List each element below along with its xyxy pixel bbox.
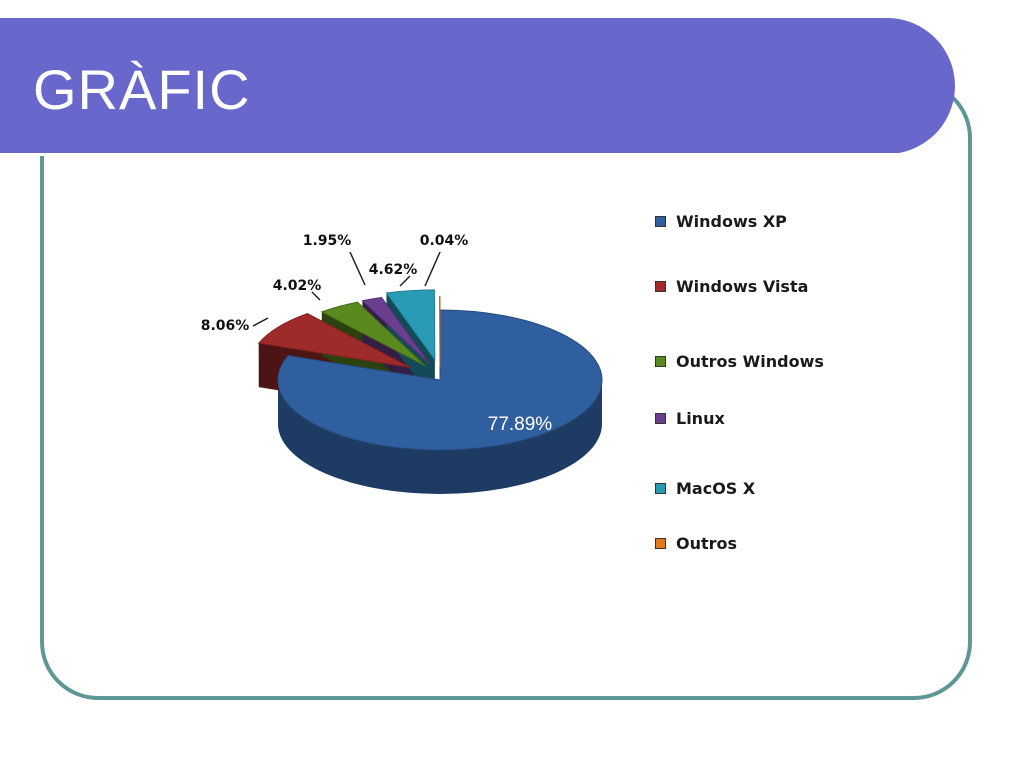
legend-swatch — [655, 483, 666, 494]
legend-swatch — [655, 413, 666, 424]
data-label-macos-x: 4.62% — [369, 262, 418, 278]
data-label-linux: 1.95% — [303, 233, 352, 249]
chart-legend: Windows XP Windows Vista Outros Windows … — [655, 200, 895, 570]
data-label-windows-vista: 8.06% — [201, 318, 250, 334]
legend-item-outros: Outros — [655, 534, 737, 553]
legend-label: Outros Windows — [676, 352, 824, 371]
leader-line-outros-windows — [311, 291, 321, 301]
data-label-outros: 0.04% — [420, 233, 469, 249]
legend-item-outros-windows: Outros Windows — [655, 352, 824, 371]
pie-slice-windows-xp — [277, 309, 603, 451]
legend-swatch — [655, 216, 666, 227]
slide-title: GRÀFIC — [33, 58, 251, 121]
legend-swatch — [655, 356, 666, 367]
pie-leader-lines — [252, 251, 441, 327]
legend-label: Outros — [676, 534, 738, 553]
pie-data-labels: 77.89% 8.06% 4.02% 1.95% 4.62%0.04% — [201, 233, 553, 435]
legend-item-macos-x: MacOS X — [655, 479, 755, 498]
pie-tops — [257, 289, 603, 451]
leader-line-windows-vista — [252, 317, 269, 327]
pie-slice-outros-windows — [320, 301, 426, 367]
legend-item-windows-vista: Windows Vista — [655, 277, 808, 296]
data-label-windows-xp: 77.89% — [488, 414, 553, 435]
leader-line-macos-x — [399, 275, 411, 287]
legend-label: Linux — [676, 409, 725, 428]
title-bar: GRÀFIC — [0, 18, 955, 156]
legend-item-linux: Linux — [655, 409, 725, 428]
pie-slice-macos-x — [385, 289, 436, 362]
legend-label: Windows Vista — [676, 277, 809, 296]
title-underline — [0, 153, 905, 156]
legend-label: MacOS X — [676, 479, 756, 498]
leader-line-outros — [424, 251, 441, 287]
leader-line-linux — [349, 251, 366, 286]
data-label-outros-windows: 4.02% — [273, 278, 322, 294]
legend-label: Windows XP — [676, 212, 787, 231]
legend-item-windows-xp: Windows XP — [655, 212, 787, 231]
pie-slice-windows-vista — [257, 313, 411, 368]
pie-slice-linux — [361, 296, 431, 365]
legend-swatch — [655, 538, 666, 549]
pie-side-windows-xp — [278, 380, 602, 494]
legend-swatch — [655, 281, 666, 292]
